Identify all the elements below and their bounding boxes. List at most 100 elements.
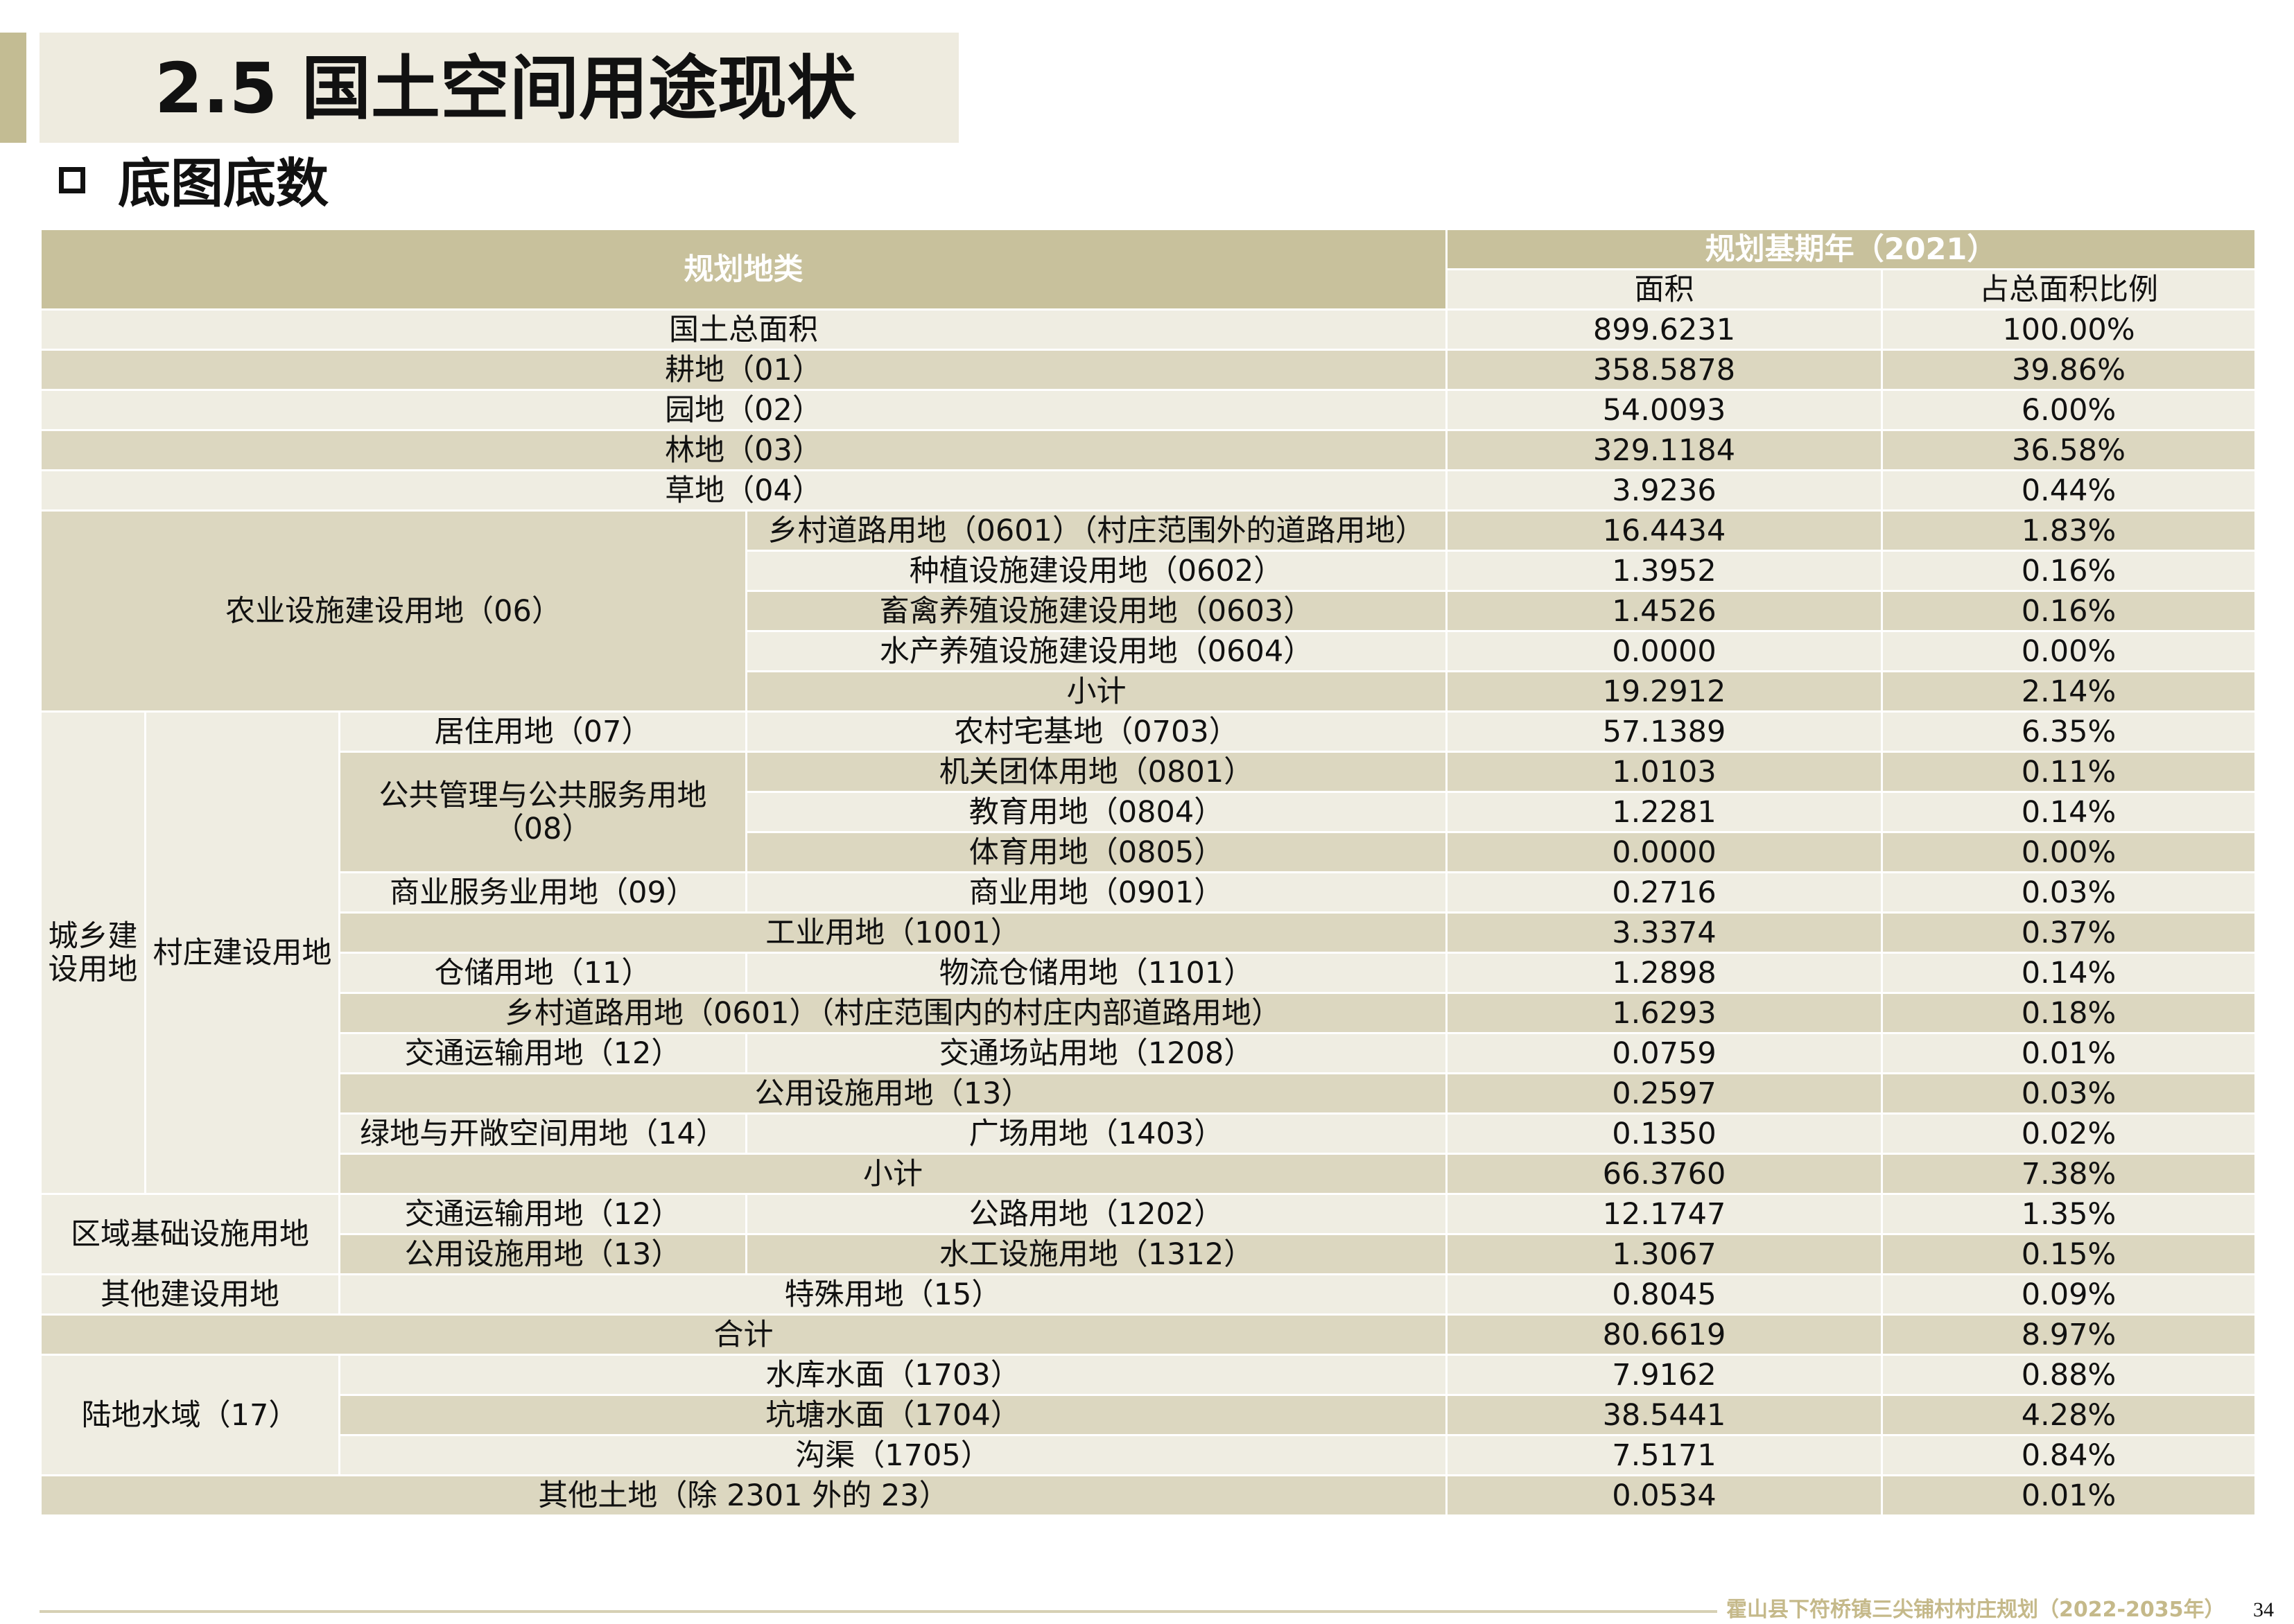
area-cell: 1.4526 bbox=[1445, 590, 1883, 632]
table-row: 教育用地（0804） 1.2281 0.14% bbox=[41, 791, 2257, 833]
ratio-cell: 0.11% bbox=[1881, 751, 2257, 793]
area-cell: 0.2597 bbox=[1445, 1072, 1883, 1115]
area-cell: 0.8045 bbox=[1445, 1273, 1883, 1316]
accent-bar bbox=[0, 33, 26, 143]
category-cell: 其他土地（除 2301 外的 23） bbox=[40, 1474, 1448, 1517]
category-cell: 乡村道路用地（0601）（村庄范围外的道路用地） bbox=[745, 509, 1448, 552]
area-cell: 358.5878 bbox=[1445, 349, 1883, 391]
category-cell: 商业服务业用地（09） bbox=[338, 871, 747, 914]
table-row: 交通运输用地（12） 交通场站用地（1208） 0.0759 0.01% bbox=[41, 1032, 2257, 1074]
ratio-cell: 0.03% bbox=[1881, 1072, 2257, 1115]
ratio-cell: 0.09% bbox=[1881, 1273, 2257, 1316]
category-cell: 商业用地（0901） bbox=[745, 871, 1448, 914]
area-cell: 0.0000 bbox=[1445, 831, 1883, 873]
category-cell: 物流仓储用地（1101） bbox=[745, 952, 1448, 994]
category-cell: 绿地与开敞空间用地（14） bbox=[338, 1112, 747, 1155]
table-row: 小计 19.2912 2.14% bbox=[41, 670, 2257, 713]
ratio-cell: 7.38% bbox=[1881, 1153, 2257, 1195]
category-cell: 小计 bbox=[338, 1153, 1448, 1195]
category-cell: 园地（02） bbox=[40, 389, 1448, 431]
table-row: 工业用地（1001） 3.3374 0.37% bbox=[41, 911, 2257, 954]
area-cell: 899.6231 bbox=[1445, 308, 1883, 351]
ratio-cell: 100.00% bbox=[1881, 308, 2257, 351]
category-cell: 交通运输用地（12） bbox=[338, 1193, 747, 1235]
category-cell: 交通场站用地（1208） bbox=[745, 1032, 1448, 1074]
area-cell: 0.0759 bbox=[1445, 1032, 1883, 1074]
category-cell: 居住用地（07） bbox=[338, 710, 747, 753]
category-cell: 林地（03） bbox=[40, 429, 1448, 471]
ratio-cell: 0.15% bbox=[1881, 1233, 2257, 1275]
area-cell: 1.3952 bbox=[1445, 550, 1883, 592]
table-row: 坑塘水面（1704） 38.5441 4.28% bbox=[41, 1394, 2257, 1436]
area-cell: 1.3067 bbox=[1445, 1233, 1883, 1275]
table-row: 其他建设用地 特殊用地（15） 0.8045 0.09% bbox=[40, 1273, 2257, 1316]
column-header: 占总面积比例 bbox=[1881, 268, 2257, 311]
area-cell: 329.1184 bbox=[1445, 429, 1883, 471]
ratio-cell: 0.00% bbox=[1881, 831, 2257, 873]
ratio-cell: 0.14% bbox=[1881, 952, 2257, 994]
category-cell: 水产养殖设施建设用地（0604） bbox=[745, 630, 1448, 672]
column-header: 面积 bbox=[1445, 268, 1883, 311]
category-cell: 坑塘水面（1704） bbox=[338, 1394, 1448, 1436]
ratio-cell: 1.83% bbox=[1881, 509, 2257, 552]
ratio-cell: 0.84% bbox=[1881, 1434, 2257, 1476]
page-title: 2.5 国土空间用途现状 bbox=[155, 48, 856, 129]
ratio-cell: 4.28% bbox=[1881, 1394, 2257, 1436]
bullet-box bbox=[59, 167, 85, 193]
area-cell: 0.0534 bbox=[1445, 1474, 1883, 1517]
table-row: 城乡建设用地 村庄建设用地 居住用地（07） 农村宅基地（0703） 57.1389 6.… bbox=[40, 710, 2257, 1195]
area-cell: 0.1350 bbox=[1445, 1112, 1883, 1155]
table-row: 公用设施用地（13） 0.2597 0.03% bbox=[41, 1072, 2257, 1115]
area-cell: 1.2281 bbox=[1445, 791, 1883, 833]
ratio-cell: 8.97% bbox=[1881, 1313, 2257, 1356]
category-cell: 农村宅基地（0703） bbox=[745, 710, 1448, 753]
column-header: 规划地类 bbox=[40, 228, 1448, 311]
category-cell: 公路用地（1202） bbox=[745, 1193, 1448, 1235]
table-row: 公共管理与公共服务用地（08） 机关团体用地（0801） 1.0103 0.11% bbox=[41, 751, 2257, 873]
ratio-cell: 6.00% bbox=[1881, 389, 2257, 431]
category-cell: 公共管理与公共服务用地（08） bbox=[338, 751, 747, 873]
category-cell: 机关团体用地（0801） bbox=[745, 751, 1448, 793]
ratio-cell: 1.35% bbox=[1881, 1193, 2257, 1235]
table-row: 水产养殖设施建设用地（0604） 0.0000 0.00% bbox=[41, 630, 2257, 672]
table-row: 仓储用地（11） 物流仓储用地（1101） 1.2898 0.14% bbox=[41, 952, 2257, 994]
category-cell: 种植设施建设用地（0602） bbox=[745, 550, 1448, 592]
category-cell: 其他建设用地 bbox=[40, 1273, 340, 1316]
table-row: 陆地水域（17） 水库水面（1703） 7.9162 0.88% bbox=[40, 1354, 2257, 1476]
ratio-cell: 36.58% bbox=[1881, 429, 2257, 471]
table-row: 畜禽养殖设施建设用地（0603） 1.4526 0.16% bbox=[41, 590, 2257, 632]
table-row: 绿地与开敞空间用地（14） 广场用地（1403） 0.1350 0.02% bbox=[41, 1112, 2257, 1155]
area-cell: 38.5441 bbox=[1445, 1394, 1883, 1436]
category-cell: 区域基础设施用地 bbox=[40, 1193, 340, 1275]
table-row: 国土总面积 899.6231 100.00% bbox=[40, 308, 2257, 351]
category-cell: 合计 bbox=[40, 1313, 1448, 1356]
category-cell: 广场用地（1403） bbox=[745, 1112, 1448, 1155]
table-row: 合计 80.6619 8.97% bbox=[40, 1313, 2257, 1356]
title-box bbox=[40, 33, 959, 143]
category-cell: 工业用地（1001） bbox=[338, 911, 1448, 954]
area-cell: 7.5171 bbox=[1445, 1434, 1883, 1476]
table-row: 区域基础设施用地 交通运输用地（12） 公路用地（1202） 12.1747 1.35% bbox=[40, 1193, 2257, 1275]
area-cell: 16.4434 bbox=[1445, 509, 1883, 552]
area-cell: 54.0093 bbox=[1445, 389, 1883, 431]
section-title: 底图底数 bbox=[118, 152, 329, 214]
area-cell: 3.3374 bbox=[1445, 911, 1883, 954]
category-cell: 农业设施建设用地（06） bbox=[40, 509, 747, 713]
ratio-cell: 0.44% bbox=[1881, 469, 2257, 512]
category-cell: 国土总面积 bbox=[40, 308, 1448, 351]
table-row: 沟渠（1705） 7.5171 0.84% bbox=[41, 1434, 2257, 1476]
table-row: 种植设施建设用地（0602） 1.3952 0.16% bbox=[41, 550, 2257, 592]
ratio-cell: 0.16% bbox=[1881, 550, 2257, 592]
category-cell: 草地（04） bbox=[40, 469, 1448, 512]
ratio-cell: 0.14% bbox=[1881, 791, 2257, 833]
category-cell: 沟渠（1705） bbox=[338, 1434, 1448, 1476]
area-cell: 7.9162 bbox=[1445, 1354, 1883, 1396]
header-row: 面积 占总面积比例 bbox=[41, 268, 2257, 311]
area-cell: 66.3760 bbox=[1445, 1153, 1883, 1195]
table-row: 其他土地（除 2301 外的 23） 0.0534 0.01% bbox=[40, 1474, 2257, 1517]
ratio-cell: 0.00% bbox=[1881, 630, 2257, 672]
ratio-cell: 0.02% bbox=[1881, 1112, 2257, 1155]
ratio-cell: 2.14% bbox=[1881, 670, 2257, 713]
ratio-cell: 0.88% bbox=[1881, 1354, 2257, 1396]
